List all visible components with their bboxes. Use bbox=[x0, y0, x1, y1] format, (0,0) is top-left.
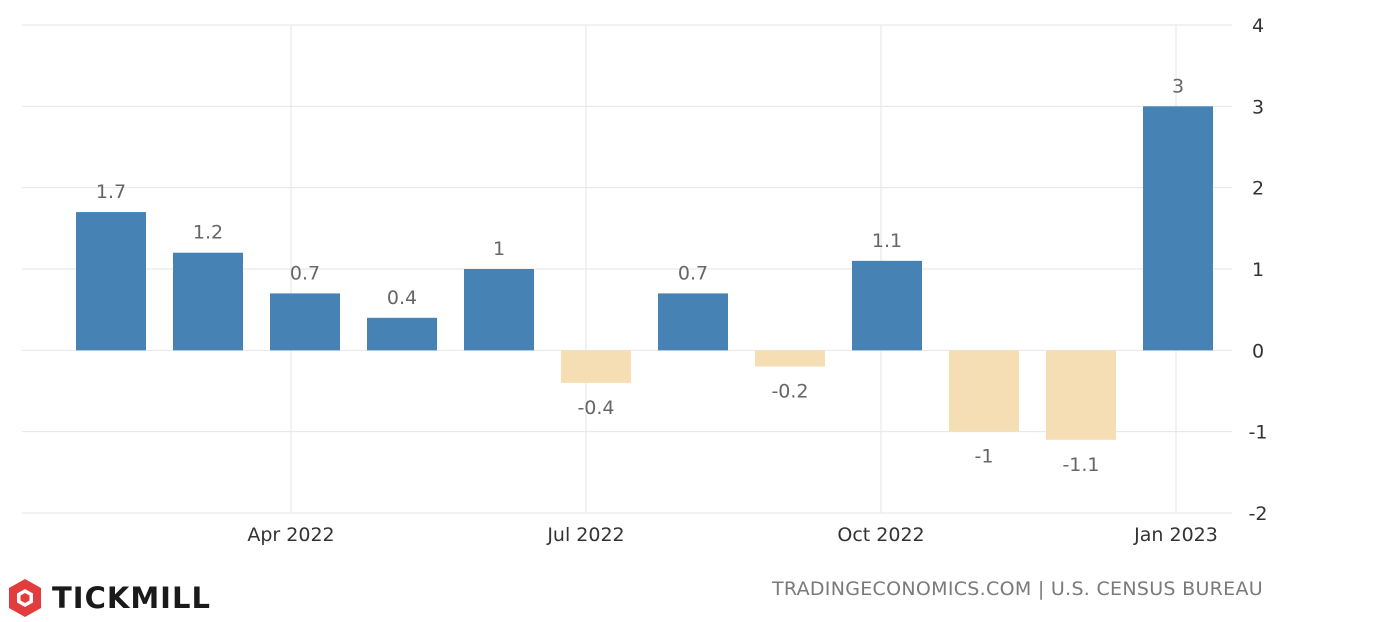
tickmill-hexagon-icon bbox=[9, 579, 41, 617]
bar bbox=[658, 293, 728, 351]
bar bbox=[1143, 106, 1213, 351]
bar-data-label: 0.4 bbox=[387, 287, 417, 309]
y-tick-label: 1 bbox=[1252, 259, 1264, 281]
logo-text: TICKMILL bbox=[52, 581, 211, 615]
bar-data-label: 0.7 bbox=[290, 262, 320, 284]
tickmill-logo: TICKMILL bbox=[6, 576, 211, 620]
bar bbox=[755, 350, 825, 367]
bar bbox=[852, 260, 922, 351]
bar-data-label: -1 bbox=[975, 446, 994, 468]
x-axis-ticks: Apr 2022 Jul 2022 Oct 2022 Jan 2023 bbox=[247, 524, 1217, 546]
bar-data-label: 3 bbox=[1172, 75, 1184, 97]
bar-data-label: -1.1 bbox=[1062, 454, 1099, 476]
bar bbox=[173, 252, 243, 351]
y-tick-label: 2 bbox=[1252, 178, 1264, 200]
bar-data-label: 1 bbox=[493, 238, 505, 260]
bar bbox=[76, 212, 146, 351]
bar-chart: 1.7 1.2 0.7 0.4 1 -0.4 0.7 -0.2 1.1 -1 -1.1 3 4 3 2 1 0… bbox=[22, 15, 1268, 546]
bar bbox=[464, 269, 534, 351]
source-attribution: TRADINGECONOMICS.COM | U.S. CENSUS BUREA… bbox=[771, 578, 1263, 600]
x-tick-label: Apr 2022 bbox=[247, 524, 334, 546]
bar-data-label: 1.2 bbox=[193, 222, 223, 244]
y-tick-label: 3 bbox=[1252, 96, 1264, 118]
bar-data-label: 0.7 bbox=[678, 262, 708, 284]
bar-data-label: 1.1 bbox=[872, 230, 902, 252]
bar bbox=[1046, 350, 1116, 440]
bar bbox=[270, 293, 340, 351]
data-labels: 1.7 1.2 0.7 0.4 1 -0.4 0.7 -0.2 1.1 -1 -1.1 3 bbox=[96, 75, 1184, 475]
y-tick-label: -1 bbox=[1249, 422, 1268, 444]
y-axis-ticks: 4 3 2 1 0 -1 -2 bbox=[1249, 15, 1268, 525]
y-tick-label: -2 bbox=[1249, 503, 1268, 525]
bar bbox=[367, 317, 437, 351]
y-tick-label: 0 bbox=[1252, 340, 1264, 362]
y-tick-label: 4 bbox=[1252, 15, 1264, 37]
x-tick-label: Jan 2023 bbox=[1133, 524, 1218, 546]
bars bbox=[76, 106, 1213, 440]
bar bbox=[561, 350, 631, 383]
bar-data-label: -0.2 bbox=[771, 381, 808, 403]
bar-data-label: 1.7 bbox=[96, 181, 126, 203]
x-tick-label: Jul 2022 bbox=[546, 524, 624, 546]
bar bbox=[949, 350, 1019, 432]
bar-data-label: -0.4 bbox=[577, 397, 614, 419]
x-tick-label: Oct 2022 bbox=[837, 524, 924, 546]
